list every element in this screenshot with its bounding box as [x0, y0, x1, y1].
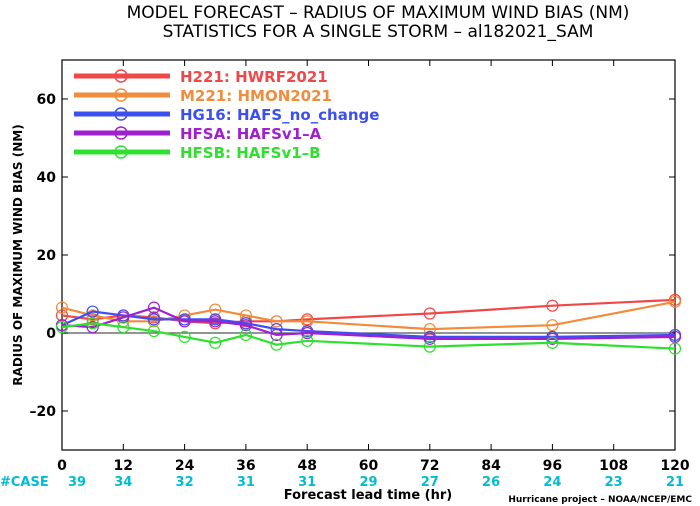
data-point [86, 305, 99, 318]
legend-marker [114, 145, 128, 159]
data-point [423, 323, 436, 336]
x-tick-label: 0 [57, 458, 67, 474]
x-tick-label: 36 [236, 458, 255, 474]
data-point [239, 309, 252, 322]
case-count: 21 [666, 475, 684, 490]
y-tick-label: 60 [37, 92, 57, 108]
data-point [423, 340, 436, 353]
y-tick-label: 0 [46, 326, 56, 342]
data-point [86, 313, 99, 326]
data-point [546, 332, 559, 345]
data-point [147, 324, 161, 338]
data-point [86, 309, 99, 322]
case-counts: #CASE 39 34 32 31 31 29 27 26 24 23 21 [0, 475, 684, 490]
data-point [301, 326, 314, 340]
data-point [117, 321, 130, 334]
data-point [546, 336, 559, 349]
data-point [301, 334, 314, 347]
data-point [55, 309, 69, 322]
data-point [55, 301, 69, 314]
x-tick-label: 108 [599, 458, 628, 474]
x-tick-label: 96 [543, 458, 562, 474]
data-point [239, 319, 252, 332]
case-count: 29 [359, 475, 377, 490]
legend-marker [114, 88, 128, 102]
x-tick-label: 12 [114, 458, 133, 474]
x-tick-label: 84 [481, 458, 501, 474]
y-axis-label: RADIUS OF MAXIMUM WIND BIAS (NM) [11, 124, 25, 385]
x-tick-label: 60 [359, 458, 379, 474]
data-point [423, 307, 436, 320]
data-point [117, 311, 130, 324]
data-point [668, 330, 682, 343]
legend-entry: HG16: HAFS_no_change [180, 106, 379, 124]
data-point [86, 317, 99, 330]
data-point [301, 315, 314, 328]
legend-entry: HFSA: HAFSv1–A [180, 125, 322, 143]
case-label: #CASE [0, 475, 49, 490]
case-count: 26 [482, 475, 500, 490]
series-layer [55, 293, 682, 355]
case-count: 24 [543, 475, 561, 490]
case-count: 23 [605, 475, 623, 490]
legend-entry: M221: HMON2021 [180, 87, 332, 105]
case-count: 34 [114, 475, 132, 490]
data-point [546, 299, 559, 312]
case-count: 32 [176, 475, 194, 490]
data-point [270, 328, 283, 342]
legend-marker [114, 126, 128, 140]
data-point [147, 313, 161, 326]
data-point [209, 336, 222, 349]
y-tick-label: 40 [37, 170, 57, 186]
data-point [546, 319, 559, 332]
x-tick-label: 24 [175, 458, 195, 474]
data-point [668, 295, 682, 308]
case-count: 31 [298, 475, 316, 490]
data-point [55, 321, 69, 334]
data-point [668, 342, 682, 355]
legend-entry: HFSB: HAFSv1–B [180, 144, 321, 162]
case-count: 31 [237, 475, 255, 490]
data-point [239, 328, 252, 342]
case-count: 39 [68, 475, 86, 490]
y-tick-label: 20 [37, 248, 57, 264]
data-point [178, 315, 191, 328]
x-axis-label: Forecast lead time (hr) [284, 488, 452, 503]
data-point [423, 332, 436, 345]
data-point [178, 330, 191, 343]
data-point [147, 301, 161, 314]
y-axis-ticks: –20 0 20 40 60 [30, 92, 675, 420]
credit-text: Hurricane project – NOAA/NCEP/EMC [508, 495, 692, 505]
data-point [209, 303, 222, 316]
case-count: 27 [421, 475, 439, 490]
legend-entry: H221: HWRF2021 [180, 68, 328, 86]
x-tick-label: 120 [660, 458, 689, 474]
data-point [86, 321, 99, 334]
data-point [270, 315, 283, 328]
x-tick-label: 48 [297, 458, 316, 474]
x-tick-label: 72 [420, 458, 439, 474]
legend-marker [114, 107, 128, 121]
chart-title: MODEL FORECAST – RADIUS OF MAXIMUM WIND … [127, 3, 630, 23]
x-axis-ticks: 0 12 24 36 48 60 72 84 96 108 120 [57, 60, 690, 474]
chart-subtitle: STATISTICS FOR A SINGLE STORM – al182021… [163, 22, 594, 42]
data-point [209, 315, 222, 328]
data-point [270, 338, 283, 351]
y-tick-label: –20 [30, 404, 57, 420]
legend-marker [114, 69, 128, 83]
